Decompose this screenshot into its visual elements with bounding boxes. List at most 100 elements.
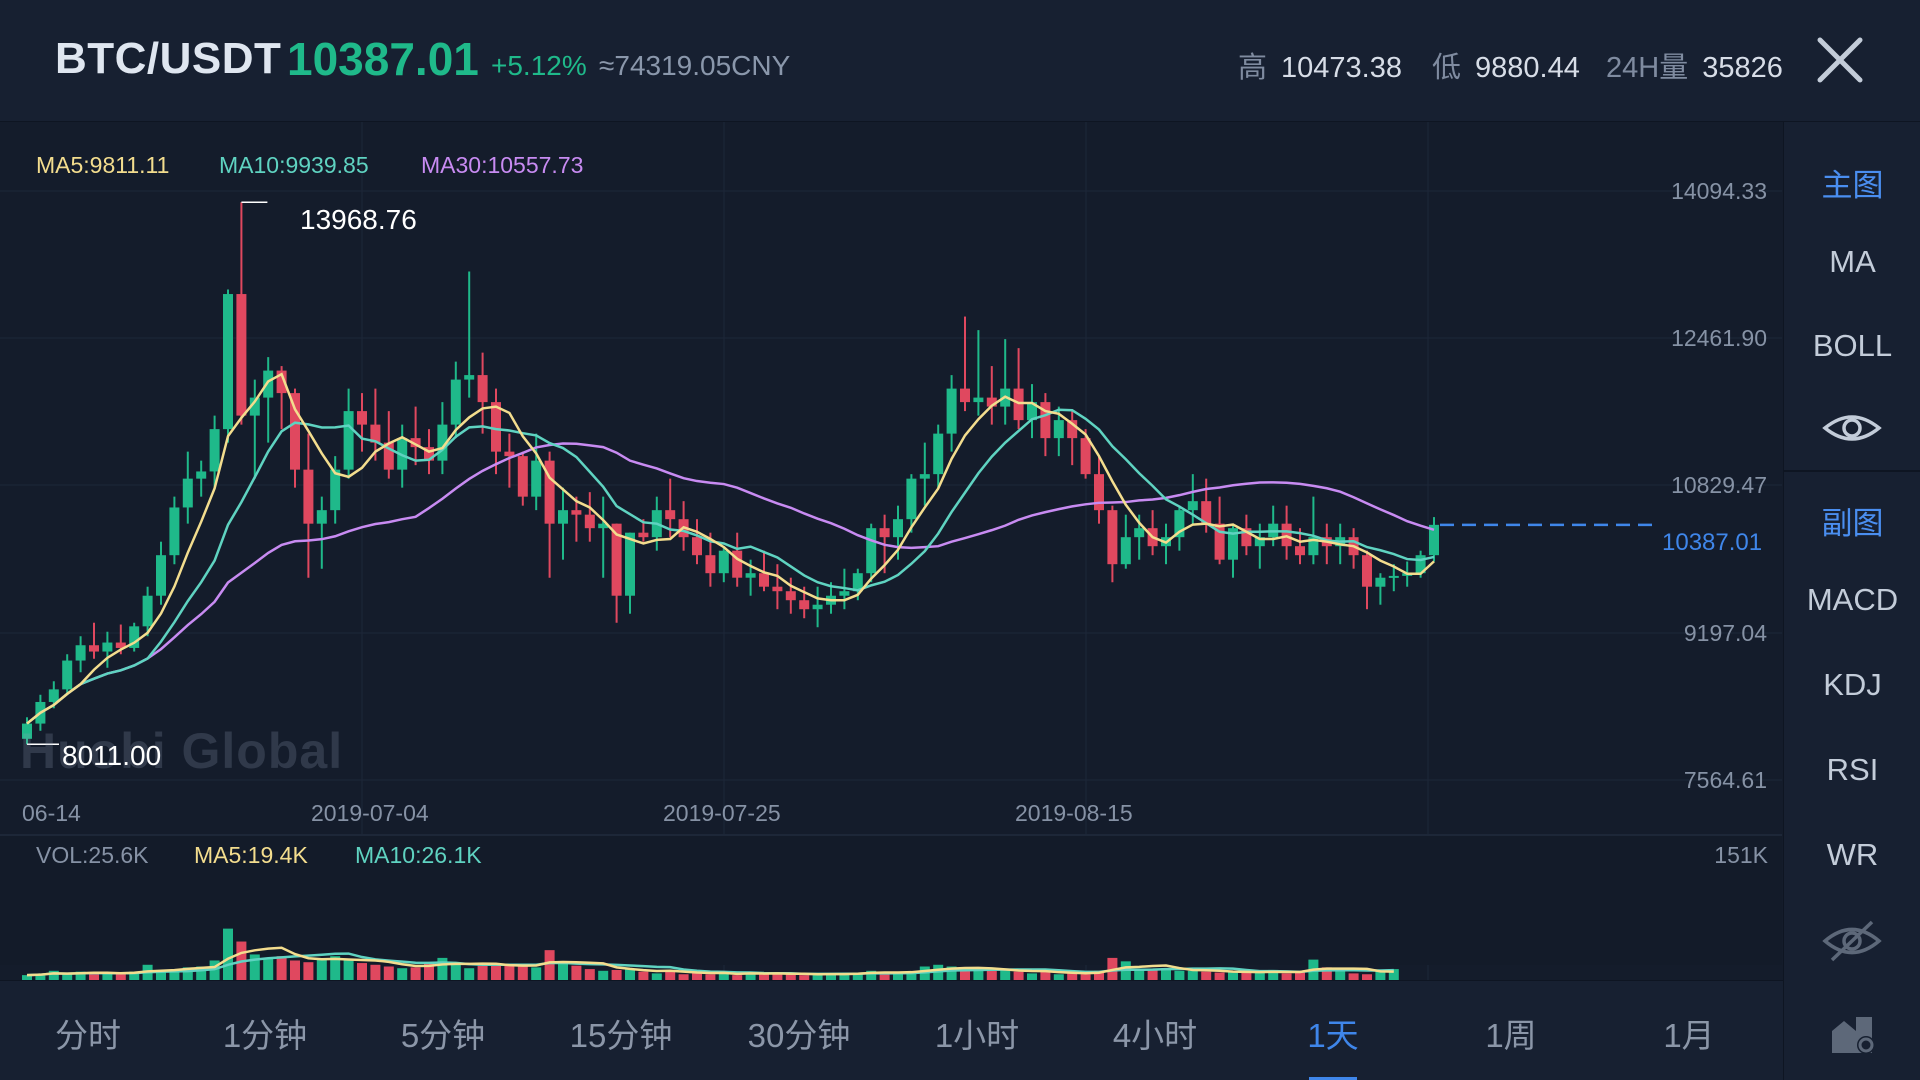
candle-body [1174, 510, 1185, 538]
close-icon[interactable] [1812, 32, 1868, 88]
volume-bar [303, 962, 314, 980]
ma30-legend: MA30:10557.73 [421, 152, 584, 178]
volume-bar [1053, 974, 1064, 980]
watermark: Huobi Global [20, 723, 344, 779]
last-price: 10387.01 [287, 33, 479, 85]
candle-body [879, 528, 890, 538]
candle-body [531, 460, 542, 497]
indicator-boll[interactable]: BOLL [1812, 328, 1893, 363]
candle-body [705, 555, 716, 574]
timeframe-tab[interactable]: 分时 [55, 1017, 121, 1054]
pair-title: BTC/USDT [55, 34, 282, 83]
volume-bar [692, 973, 702, 980]
candle-body [933, 433, 944, 475]
candle-body [102, 642, 113, 652]
volume-bar [986, 969, 997, 980]
volume-bar [812, 974, 823, 980]
ma10-legend: MA10:9939.85 [219, 152, 369, 178]
volume-bar [705, 974, 716, 980]
candle-body [598, 523, 609, 529]
timeframe-tab[interactable]: 4小时 [1112, 1017, 1198, 1054]
sub-chart-header: 副图 [1821, 506, 1884, 541]
volume-bar [504, 964, 515, 980]
candle-body [960, 388, 970, 403]
candle-body [772, 586, 783, 592]
y-tick-label: 12461.90 [1671, 325, 1767, 351]
candle-body [625, 532, 635, 596]
chart-area[interactable] [0, 122, 1782, 980]
ma5-line [26, 372, 1435, 725]
volume-bar [276, 956, 287, 980]
candle-body [785, 591, 796, 601]
eye-icon[interactable] [1822, 408, 1882, 448]
volume-bar [102, 974, 113, 980]
timeframe-tab[interactable]: 15分钟 [569, 1017, 673, 1054]
x-tick-label: 2019-08-15 [1015, 800, 1133, 826]
volume-bar [1281, 973, 1292, 980]
ma30-line [26, 442, 1435, 725]
volume-bar [397, 968, 408, 980]
indicator-ma[interactable]: MA [1829, 244, 1876, 279]
volume-bar [1174, 970, 1185, 980]
candle-body [852, 573, 863, 592]
volume-bar [826, 973, 836, 980]
y-tick-label: 7564.61 [1683, 767, 1767, 793]
candle-body [1388, 575, 1399, 578]
volume-bar [410, 967, 421, 980]
timeframe-tab[interactable]: 1分钟 [222, 1017, 308, 1054]
timeframe-tab-active[interactable]: 1天 [1307, 1017, 1359, 1054]
cny-equivalent: ≈74319.05CNY [599, 50, 791, 81]
change-percent: +5.12% [491, 50, 587, 81]
timeframe-tab[interactable]: 30分钟 [747, 1017, 851, 1054]
candle-body [209, 429, 220, 472]
indicator-macd[interactable]: MACD [1806, 582, 1899, 617]
candlestick-chart[interactable] [0, 122, 1782, 980]
candle-body [1187, 501, 1198, 511]
volume-bar [1187, 970, 1198, 980]
volume-bar [1388, 969, 1399, 980]
candle-body [477, 375, 488, 403]
volume-bar [665, 969, 676, 980]
volume-bar [1094, 970, 1104, 980]
candle-body [1228, 528, 1238, 560]
high-stat: 高 10473.38 [1238, 44, 1402, 86]
volume-bar [611, 969, 622, 980]
volume-bar [1067, 972, 1078, 980]
panel-divider [1784, 470, 1920, 472]
candle-body [249, 397, 260, 416]
candle-body [1375, 577, 1386, 587]
candle-body [89, 645, 99, 652]
volume-bar [1362, 974, 1372, 980]
indicator-kdj[interactable]: KDJ [1823, 667, 1882, 702]
volume-bar [290, 960, 300, 980]
candle-body [893, 519, 903, 538]
candle-body [665, 510, 676, 520]
vol-label: 24H量 [1606, 52, 1689, 84]
volume-bar [1013, 971, 1024, 980]
candle-body [75, 645, 86, 661]
eye-hidden-icon[interactable] [1822, 918, 1882, 964]
timeframe-tab[interactable]: 1月 [1663, 1017, 1715, 1054]
volume-bar [330, 956, 341, 980]
candle-body [638, 532, 649, 538]
volume-bar [571, 965, 582, 980]
volume-bar [48, 970, 59, 980]
ma10-line [26, 408, 1435, 725]
indicator-wr[interactable]: WR [1826, 837, 1879, 872]
candle-body [1362, 555, 1372, 587]
volume-bar [370, 964, 381, 980]
indicator-rsi[interactable]: RSI [1826, 752, 1879, 787]
volume-bar [1335, 969, 1346, 980]
settings-icon[interactable] [1828, 1011, 1878, 1057]
timeframe-tab[interactable]: 5分钟 [400, 1017, 486, 1054]
timeframe-tab[interactable]: 1周 [1485, 1017, 1537, 1054]
volume-bar [223, 928, 233, 980]
candle-body [450, 379, 461, 425]
volume-bar [156, 969, 166, 980]
volume-bar [678, 974, 689, 980]
timeframe-tab[interactable]: 1小时 [934, 1017, 1020, 1054]
high-label: 高 [1238, 52, 1268, 84]
candle-body [303, 469, 314, 524]
candle-body [986, 397, 997, 407]
candle-body [718, 550, 729, 574]
